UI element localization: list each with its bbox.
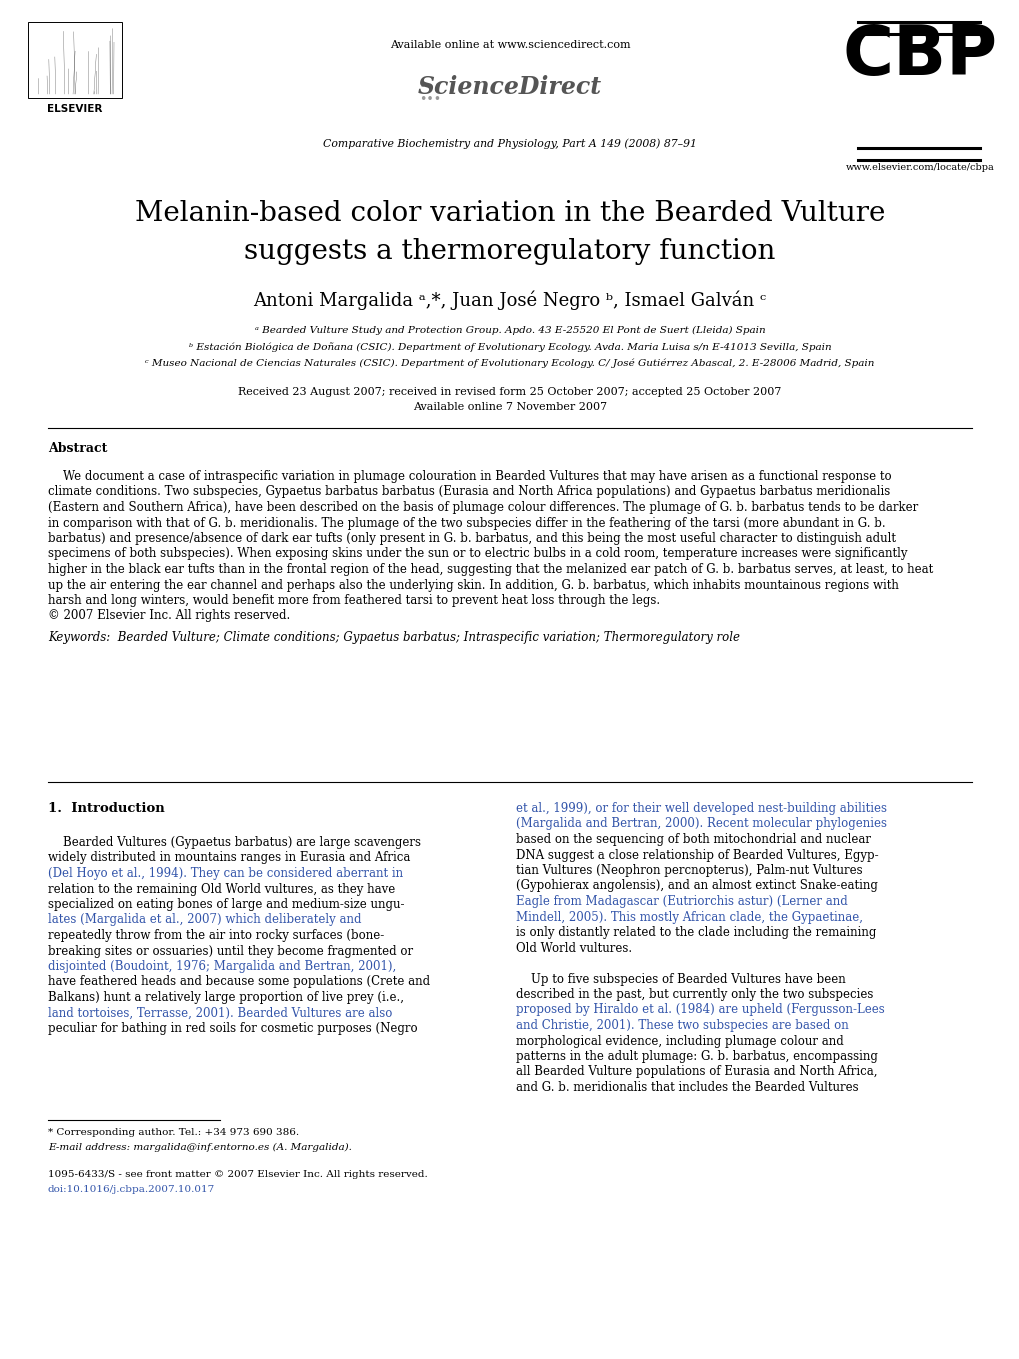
- Text: Comparative Biochemistry and Physiology, Part A 149 (2008) 87–91: Comparative Biochemistry and Physiology,…: [323, 139, 696, 148]
- Text: climate conditions. Two subspecies, Gypaetus barbatus barbatus (Eurasia and Nort: climate conditions. Two subspecies, Gypa…: [48, 485, 890, 499]
- Text: Available online at www.sciencedirect.com: Available online at www.sciencedirect.co…: [389, 39, 630, 50]
- Text: morphological evidence, including plumage colour and: morphological evidence, including plumag…: [516, 1034, 843, 1048]
- Text: Balkans) hunt a relatively large proportion of live prey (i.e.,: Balkans) hunt a relatively large proport…: [48, 991, 404, 1004]
- Text: all Bearded Vulture populations of Eurasia and North Africa,: all Bearded Vulture populations of Euras…: [516, 1065, 876, 1079]
- Text: peculiar for bathing in red soils for cosmetic purposes (Negro: peculiar for bathing in red soils for co…: [48, 1022, 417, 1036]
- Text: (Margalida and Bertran, 2000). Recent molecular phylogenies: (Margalida and Bertran, 2000). Recent mo…: [516, 818, 887, 830]
- Text: We document a case of intraspecific variation in plumage colouration in Bearded : We document a case of intraspecific vari…: [48, 470, 891, 482]
- Text: widely distributed in mountains ranges in Eurasia and Africa: widely distributed in mountains ranges i…: [48, 852, 410, 864]
- Text: CBP: CBP: [842, 22, 997, 88]
- Text: DNA suggest a close relationship of Bearded Vultures, Egyp-: DNA suggest a close relationship of Bear…: [516, 848, 877, 862]
- Text: suggests a thermoregulatory function: suggests a thermoregulatory function: [245, 238, 774, 265]
- Text: have feathered heads and because some populations (Crete and: have feathered heads and because some po…: [48, 976, 430, 988]
- Text: higher in the black ear tufts than in the frontal region of the head, suggesting: higher in the black ear tufts than in th…: [48, 563, 932, 576]
- Text: Old World vultures.: Old World vultures.: [516, 942, 632, 954]
- Text: Bearded Vultures (Gypaetus barbatus) are large scavengers: Bearded Vultures (Gypaetus barbatus) are…: [48, 836, 421, 849]
- Text: specialized on eating bones of large and medium-size ungu-: specialized on eating bones of large and…: [48, 898, 405, 911]
- Text: ScienceDirect: ScienceDirect: [418, 75, 601, 99]
- Text: et al., 1999), or for their well developed nest-building abilities: et al., 1999), or for their well develop…: [516, 802, 887, 815]
- Text: up the air entering the ear channel and perhaps also the underlying skin. In add: up the air entering the ear channel and …: [48, 579, 898, 591]
- Text: Available online 7 November 2007: Available online 7 November 2007: [413, 402, 606, 412]
- Text: barbatus) and presence/absence of dark ear tufts (only present in G. b. barbatus: barbatus) and presence/absence of dark e…: [48, 531, 895, 545]
- Text: harsh and long winters, would benefit more from feathered tarsi to prevent heat : harsh and long winters, would benefit mo…: [48, 594, 659, 607]
- Text: disjointed (Boudoint, 1976; Margalida and Bertran, 2001),: disjointed (Boudoint, 1976; Margalida an…: [48, 959, 395, 973]
- Text: Antoni Margalida ᵃ,*, Juan José Negro ᵇ, Ismael Galván ᶜ: Antoni Margalida ᵃ,*, Juan José Negro ᵇ,…: [253, 291, 766, 310]
- Text: and Christie, 2001). These two subspecies are based on: and Christie, 2001). These two subspecie…: [516, 1019, 848, 1031]
- Text: doi:10.1016/j.cbpa.2007.10.017: doi:10.1016/j.cbpa.2007.10.017: [48, 1185, 215, 1195]
- Text: specimens of both subspecies). When exposing skins under the sun or to electric : specimens of both subspecies). When expo…: [48, 548, 907, 560]
- Text: based on the sequencing of both mitochondrial and nuclear: based on the sequencing of both mitochon…: [516, 833, 870, 847]
- Text: ELSEVIER: ELSEVIER: [47, 105, 103, 114]
- Text: (Gypohierax angolensis), and an almost extinct Snake-eating: (Gypohierax angolensis), and an almost e…: [516, 879, 877, 893]
- Text: (Eastern and Southern Africa), have been described on the basis of plumage colou: (Eastern and Southern Africa), have been…: [48, 501, 917, 514]
- Text: is only distantly related to the clade including the remaining: is only distantly related to the clade i…: [516, 925, 875, 939]
- Text: Up to five subspecies of Bearded Vultures have been: Up to five subspecies of Bearded Vulture…: [516, 973, 845, 985]
- Text: breaking sites or ossuaries) until they become fragmented or: breaking sites or ossuaries) until they …: [48, 945, 413, 958]
- Text: ᵇ Estación Biológica de Doñana (CSIC). Department of Evolutionary Ecology. Avda.: ᵇ Estación Biológica de Doñana (CSIC). D…: [189, 342, 830, 352]
- Text: and G. b. meridionalis that includes the Bearded Vultures: and G. b. meridionalis that includes the…: [516, 1080, 858, 1094]
- Text: 1.  Introduction: 1. Introduction: [48, 802, 165, 815]
- Text: proposed by Hiraldo et al. (1984) are upheld (Fergusson-Lees: proposed by Hiraldo et al. (1984) are up…: [516, 1003, 883, 1017]
- Text: Abstract: Abstract: [48, 442, 107, 455]
- Text: 1095-6433/S - see front matter © 2007 Elsevier Inc. All rights reserved.: 1095-6433/S - see front matter © 2007 El…: [48, 1170, 427, 1180]
- Text: repeatedly throw from the air into rocky surfaces (bone-: repeatedly throw from the air into rocky…: [48, 930, 384, 942]
- Text: (Del Hoyo et al., 1994). They can be considered aberrant in: (Del Hoyo et al., 1994). They can be con…: [48, 867, 403, 881]
- Text: land tortoises, Terrasse, 2001). Bearded Vultures are also: land tortoises, Terrasse, 2001). Bearded…: [48, 1007, 392, 1019]
- Text: © 2007 Elsevier Inc. All rights reserved.: © 2007 Elsevier Inc. All rights reserved…: [48, 609, 290, 622]
- Text: E-mail address: margalida@inf.entorno.es (A. Margalida).: E-mail address: margalida@inf.entorno.es…: [48, 1143, 352, 1152]
- Text: described in the past, but currently only the two subspecies: described in the past, but currently onl…: [516, 988, 872, 1002]
- Bar: [28, 22, 122, 98]
- Text: Received 23 August 2007; received in revised form 25 October 2007; accepted 25 O: Received 23 August 2007; received in rev…: [238, 387, 781, 397]
- Text: www.elsevier.com/locate/cbpa: www.elsevier.com/locate/cbpa: [845, 163, 994, 173]
- Text: in comparison with that of G. b. meridionalis. The plumage of the two subspecies: in comparison with that of G. b. meridio…: [48, 516, 884, 530]
- Text: Melanin-based color variation in the Bearded Vulture: Melanin-based color variation in the Bea…: [135, 200, 884, 227]
- Text: tian Vultures (Neophron percnopterus), Palm-nut Vultures: tian Vultures (Neophron percnopterus), P…: [516, 864, 862, 877]
- Text: * Corresponding author. Tel.: +34 973 690 386.: * Corresponding author. Tel.: +34 973 69…: [48, 1128, 299, 1137]
- Text: ᵃ Bearded Vulture Study and Protection Group. Apdo. 43 E-25520 El Pont de Suert : ᵃ Bearded Vulture Study and Protection G…: [255, 326, 764, 336]
- Text: ᶜ Museo Nacional de Ciencias Naturales (CSIC). Department of Evolutionary Ecolog: ᶜ Museo Nacional de Ciencias Naturales (…: [145, 357, 874, 367]
- Text: Mindell, 2005). This mostly African clade, the Gypaetinae,: Mindell, 2005). This mostly African clad…: [516, 911, 862, 924]
- Text: patterns in the adult plumage: G. b. barbatus, encompassing: patterns in the adult plumage: G. b. bar…: [516, 1051, 877, 1063]
- Text: Eagle from Madagascar (Eutriorchis astur) (Lerner and: Eagle from Madagascar (Eutriorchis astur…: [516, 896, 847, 908]
- Text: relation to the remaining Old World vultures, as they have: relation to the remaining Old World vult…: [48, 882, 395, 896]
- Text: lates (Margalida et al., 2007) which deliberately and: lates (Margalida et al., 2007) which del…: [48, 913, 361, 927]
- Text: •  •
•••: • • •••: [418, 80, 441, 106]
- Text: Keywords:  Bearded Vulture; Climate conditions; Gypaetus barbatus; Intraspecific: Keywords: Bearded Vulture; Climate condi…: [48, 631, 739, 644]
